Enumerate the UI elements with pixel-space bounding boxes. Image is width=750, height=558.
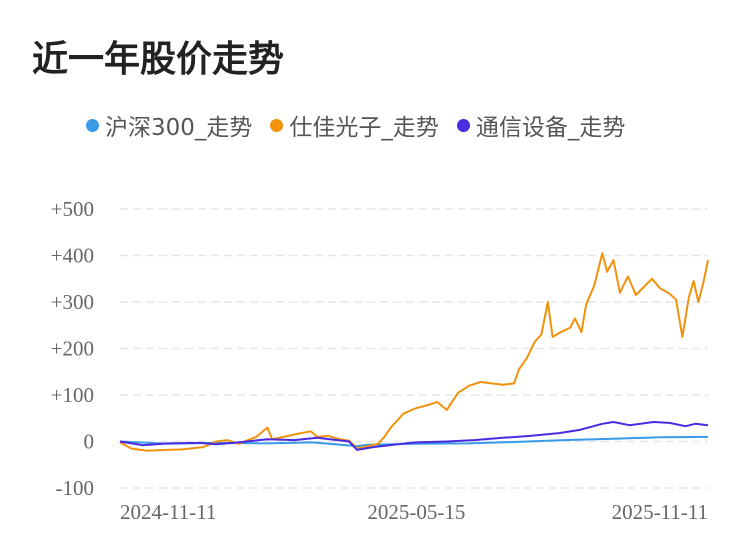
legend-item-telecom[interactable]: 通信设备_走势 xyxy=(456,108,626,142)
legend-label-shijia: 仕佳光子_走势 xyxy=(289,115,439,141)
legend-dot-telecom xyxy=(456,118,470,132)
x-tick-label-0: 2024-11-11 xyxy=(120,500,216,524)
x-tick-label-2: 2025-11-11 xyxy=(612,500,708,524)
y-tick-label-0: +500 xyxy=(51,197,94,221)
x-axis-ticks: 2024-11-11 2025-05-15 2025-11-11 xyxy=(120,500,708,524)
legend-dot-shijia xyxy=(270,118,284,132)
legend: 沪深300_走势 仕佳光子_走势 通信设备_走势 xyxy=(86,108,643,142)
y-tick-label-2: +300 xyxy=(51,290,94,314)
legend-item-shijia[interactable]: 仕佳光子_走势 xyxy=(270,108,439,142)
legend-item-hs300[interactable]: 沪深300_走势 xyxy=(86,108,252,142)
y-tick-label-6: -100 xyxy=(56,476,95,500)
y-tick-label-1: +400 xyxy=(51,244,94,268)
grid-lines xyxy=(120,208,708,489)
series-line-shijia xyxy=(119,252,709,452)
y-tick-label-4: +100 xyxy=(51,383,94,407)
series-lines xyxy=(119,252,709,452)
legend-label-telecom: 通信设备_走势 xyxy=(475,115,626,141)
series-line-telecom xyxy=(119,421,709,451)
legend-dot-hs300 xyxy=(86,118,99,132)
y-tick-label-5: 0 xyxy=(84,430,95,454)
y-tick-label-3: +200 xyxy=(51,337,94,361)
legend-label-hs300: 沪深300_走势 xyxy=(105,115,253,141)
y-axis-ticks: +500 +400 +300 +200 +100 0 -100 xyxy=(51,197,94,500)
chart-title: 近一年股价走势 xyxy=(32,39,285,80)
x-tick-label-1: 2025-05-15 xyxy=(367,500,465,524)
